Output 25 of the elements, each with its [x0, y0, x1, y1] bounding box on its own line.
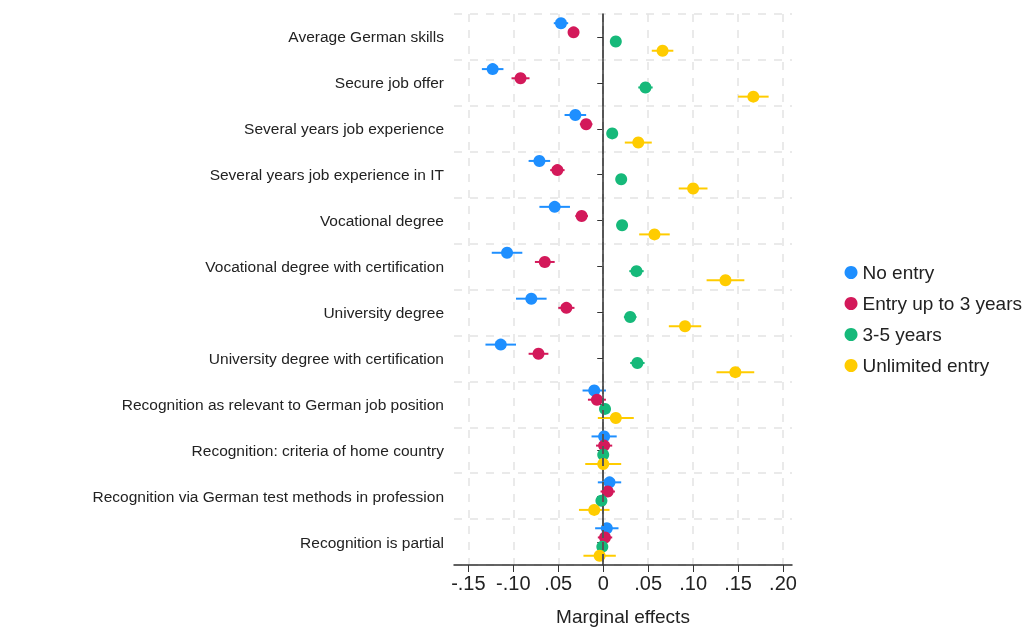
x-tick-label: 0 [597, 572, 609, 594]
y-tick-label: Recognition: criteria of home country [191, 441, 445, 459]
y-tick-label: Several years job experience in IT [209, 166, 445, 184]
y-tick-label: Secure job offer [334, 74, 444, 92]
x-axis-title: Marginal effects [556, 606, 690, 627]
y-tick-label: Several years job experience [244, 120, 444, 138]
x-tick-label: .10 [679, 572, 708, 594]
y-tick-label: Recognition as relevant to German job position [121, 395, 444, 413]
legend-label: Entry up to 3 years [862, 293, 1022, 314]
y-tick-label: Vocational degree [319, 212, 444, 230]
y-tick-label: University degree [323, 303, 444, 321]
x-tick-label: -.15 [451, 572, 486, 594]
legend-label: No entry [862, 262, 935, 283]
legend-label: Unlimited entry [862, 355, 990, 376]
x-tick-label: .20 [769, 572, 797, 594]
x-tick-label: .05 [634, 572, 663, 594]
y-tick-label: Vocational degree with certification [205, 258, 444, 276]
y-tick-label: Recognition via German test methods in profession [92, 487, 444, 505]
x-tick-label: .05 [544, 572, 573, 594]
x-tick-label: -.10 [496, 572, 531, 594]
legend-label: 3-5 years [862, 324, 942, 345]
y-tick-label: Average German skills [288, 28, 445, 46]
y-tick-label: Recognition is partial [300, 533, 444, 551]
x-tick-label: .15 [724, 572, 752, 594]
y-tick-label: University degree with certification [208, 349, 444, 367]
